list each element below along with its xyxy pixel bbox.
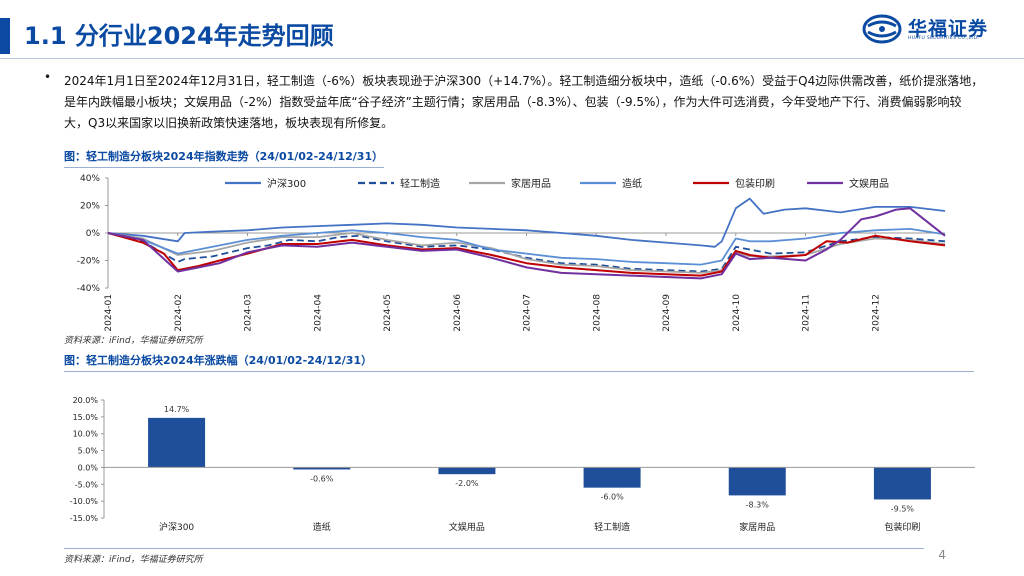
bar-y-tick-label: 15.0%	[73, 413, 99, 422]
line-series-5	[107, 207, 946, 280]
legend-label: 文娱用品	[849, 177, 889, 190]
bar-category-label: 文娱用品	[449, 521, 485, 533]
logo-text: 华福证券	[908, 18, 989, 40]
bar-data-label: -0.6%	[310, 474, 334, 483]
line-y-tick-label: 20%	[80, 202, 100, 212]
title-accent-bar	[0, 18, 10, 54]
bar-y-tick-label: 20.0%	[73, 396, 99, 405]
bar-y-tick-label: -5.0%	[75, 480, 99, 489]
bar-chart-y-axis: 20.0% 15.0% 10.0% 5.0% 0.0% -5.0% -10.0% -15.0%	[70, 396, 105, 523]
bar-chart-bars: 14.7% -0.6% -2.0% -6.0% -8.3% -9.5%	[148, 405, 931, 513]
summary-paragraph: 2024年1月1日至2024年12月31日，轻工制造（-6%）板块表现逊于沪深3…	[64, 74, 984, 130]
header-divider	[0, 58, 1024, 59]
line-series-4	[107, 232, 946, 277]
bar-data-label: -2.0%	[455, 479, 479, 488]
line-x-tick-label: 2024-12	[871, 294, 881, 332]
bullet-marker: •	[44, 70, 52, 84]
line-series-3	[107, 228, 946, 266]
legend-label: 轻工制造	[400, 177, 440, 190]
line-chart-series	[107, 197, 946, 280]
bar-category-label: 造纸	[313, 521, 331, 533]
line-x-tick-label: 2024-05	[383, 294, 393, 332]
line-x-tick-label: 2024-01	[104, 294, 114, 332]
line-y-tick-label: -20%	[77, 257, 101, 267]
line-x-tick-label: 2024-10	[732, 294, 742, 332]
fig1-title-rule	[64, 167, 384, 168]
line-x-tick-label: 2024-09	[662, 294, 672, 332]
page-number: 4	[938, 548, 946, 562]
bar	[873, 467, 931, 500]
fig2-title: 图：轻工制造分板块2024年涨跌幅（24/01/02-24/12/31）	[64, 354, 373, 367]
bar-data-label: -9.5%	[891, 504, 915, 513]
line-x-tick-label: 2024-02	[174, 294, 184, 332]
bar-data-label: 14.7%	[164, 405, 190, 414]
bar	[583, 467, 641, 488]
legend-label: 包装印刷	[735, 177, 775, 190]
line-x-tick-label: 2024-06	[453, 294, 463, 332]
legend-label: 造纸	[622, 177, 642, 190]
brand-logo: 华福证券 HUAFU SECURITIES CO.,LTD.	[862, 14, 992, 44]
line-y-tick-label: -40%	[77, 284, 101, 294]
bar-chart-x-axis: 沪深300 造纸 文娱用品 轻工制造 家居用品 包装印刷	[104, 466, 975, 533]
fig1-source: 资料来源：iFind，华福证券研究所	[64, 336, 203, 346]
line-x-tick-label: 2024-03	[244, 294, 254, 332]
bar-category-label: 包装印刷	[884, 521, 920, 533]
bar-data-label: -6.0%	[600, 493, 624, 502]
logo-subtext: HUAFU SECURITIES CO.,LTD.	[908, 36, 980, 41]
bar	[148, 417, 206, 468]
line-y-tick-label: 0%	[86, 229, 101, 239]
bar-chart: 20.0% 15.0% 10.0% 5.0% 0.0% -5.0% -10.0% -15.0%…	[70, 396, 975, 533]
bar-y-tick-label: 0.0%	[78, 463, 99, 472]
bar-y-tick-label: 5.0%	[78, 447, 99, 456]
legend-label: 沪深300	[267, 177, 306, 190]
bar-category-label: 家居用品	[739, 521, 775, 533]
fig1-title: 图：轻工制造分板块2024年指数走势（24/01/02-24/12/31）	[64, 150, 384, 163]
logo-emblem-icon	[862, 14, 902, 44]
line-chart-legend: 沪深300 轻工制造 家居用品 造纸 包装印刷 文娱用品	[225, 177, 889, 190]
line-series-0	[107, 197, 946, 248]
legend-label: 家居用品	[511, 177, 551, 190]
bar	[293, 467, 351, 470]
line-x-tick-label: 2024-08	[592, 294, 602, 332]
line-x-tick-label: 2024-11	[802, 294, 812, 332]
fig2-title-rule	[64, 371, 974, 372]
bar-category-label: 轻工制造	[594, 521, 630, 533]
bar-y-tick-label: -10.0%	[70, 497, 99, 506]
line-y-tick-label: 40%	[80, 174, 100, 184]
bar-category-label: 沪深300	[159, 521, 194, 533]
line-chart-y-axis: 40% 20% 0% -20% -40%	[77, 174, 109, 294]
line-x-tick-label: 2024-07	[523, 294, 533, 332]
bar-y-tick-label: 10.0%	[73, 430, 99, 439]
bar	[438, 467, 496, 475]
line-chart-x-axis: 2024-01 2024-02 2024-03 2024-04 2024-05 2024-…	[104, 232, 945, 332]
bar	[728, 467, 786, 496]
bar-data-label: -8.3%	[746, 500, 770, 509]
page-title: 1.1 分行业2024年走势回顾	[24, 22, 334, 50]
line-x-tick-label: 2024-04	[313, 294, 323, 332]
line-chart: 40%20%0%-20%-40% 2024-01 2024-02 2024-03 20…	[77, 174, 946, 332]
footer-rule	[64, 548, 924, 549]
bar-y-tick-label: -15.0%	[70, 514, 99, 523]
fig2-source: 资料来源：iFind，华福证券研究所	[64, 555, 203, 565]
